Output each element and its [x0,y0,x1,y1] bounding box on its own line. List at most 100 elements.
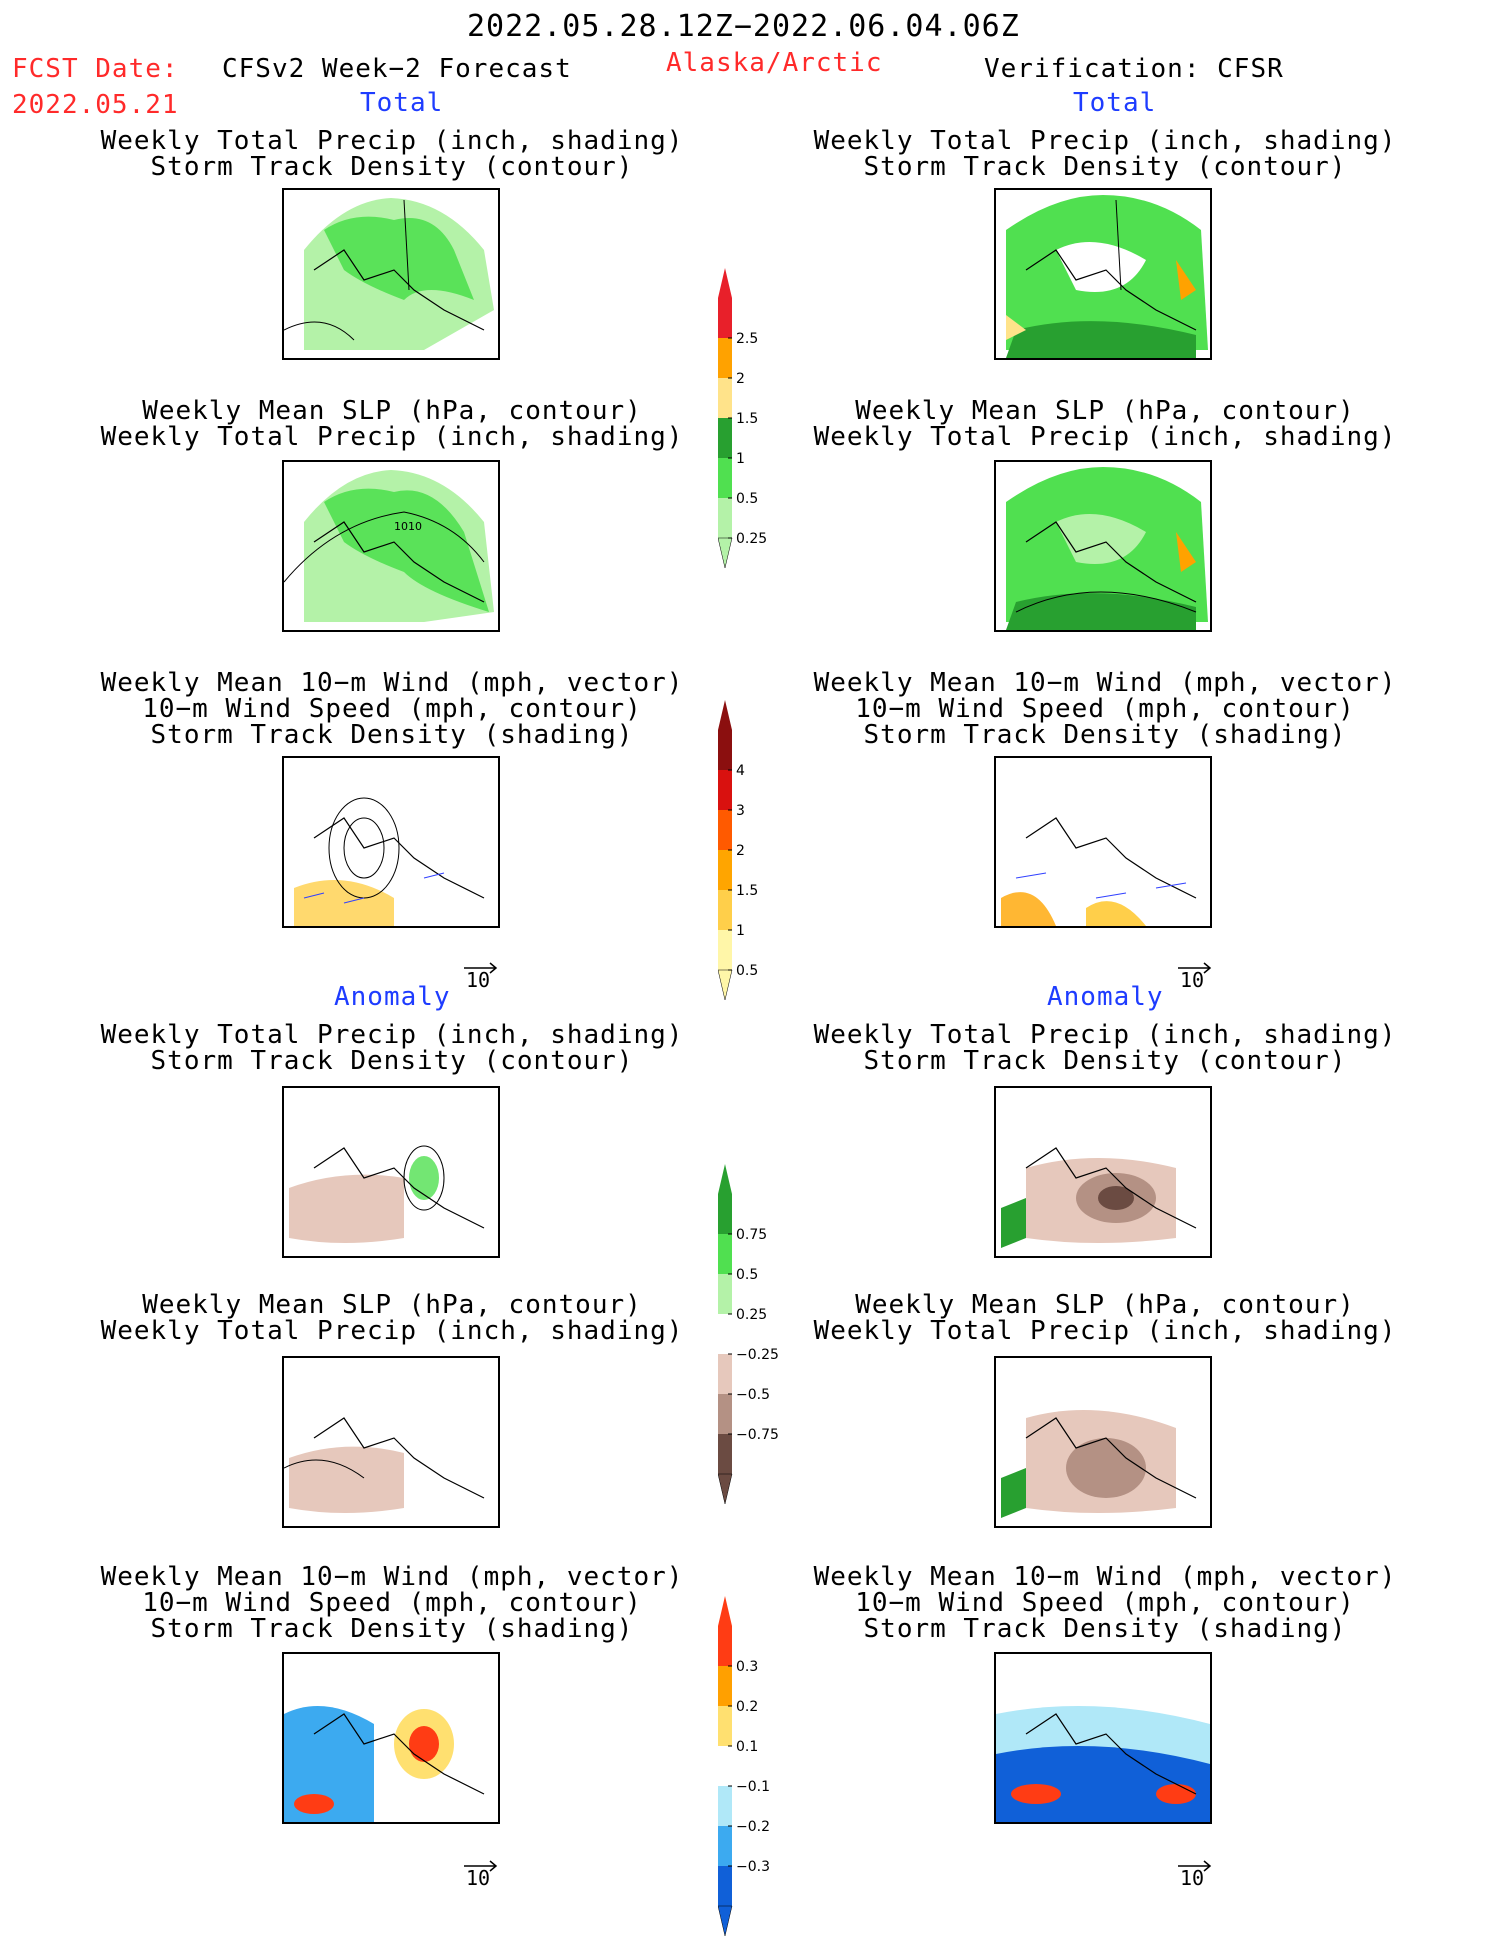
colorbar-tick-label: 3 [736,803,745,819]
colorbar-segment [718,1746,732,1786]
caption-l1: Weekly Total Precip (inch, shading) Storm… [100,126,684,182]
colorbar-tip-top [718,268,732,298]
colorbar-segment [718,1434,732,1474]
vector-ref-label: 10 [1180,968,1205,992]
colorbar-tick-label: 1.5 [736,411,758,427]
region-label: Alaska/Arctic [666,48,883,78]
colorbar-tip-bottom [717,969,733,1001]
colorbar-tick-label: 1 [736,451,745,467]
colorbar-segment [718,418,732,458]
caption-r4: Weekly Total Precip (inch, shading) Storm… [813,1020,1397,1076]
colorbar-precip-total: 2.5 2 1.5 1 0.5 0.25 [717,268,798,582]
colorbar-tick-label: 0.1 [736,1739,758,1755]
colorbar-storm-total: 4 3 2 1.5 1 0.5 [717,700,798,1014]
colorbar-tick-label: 0.5 [736,963,758,979]
colorbar-tick-label: 0.3 [736,1659,758,1675]
colorbar-segment [718,1706,732,1746]
colorbar-segment [718,1626,732,1666]
map-anom-wind-forecast [282,1652,500,1824]
right-arrow-icon [464,962,498,974]
colorbar-tip-top [718,1596,732,1626]
colorbar-tick-label: −0.25 [736,1347,779,1363]
caption-l5: Weekly Mean SLP (hPa, contour) Weekly Tot… [100,1290,684,1346]
colorbar-tick-label: 4 [736,763,745,779]
colorbar-tip-top [718,1164,732,1194]
colorbar-precip-anom: 0.75 0.5 0.25 −0.25 −0.5 −0.75 [717,1164,798,1518]
colorbar-tick-label: 0.25 [736,531,767,547]
colorbar-tip-bottom [717,1473,733,1505]
colorbar-segment [718,1786,732,1826]
caption-l3: Weekly Mean 10−m Wind (mph, vector) 10−m … [100,668,684,750]
colorbar-segment [718,890,732,930]
vector-ref-label: 10 [466,968,491,992]
colorbar-tip-bottom [717,1905,733,1937]
caption-r6: Weekly Mean 10−m Wind (mph, vector) 10−m … [813,1562,1397,1644]
colorbar-tick-label: −0.5 [736,1387,770,1403]
colorbar-segment [718,1826,732,1866]
map-total-wind-forecast [282,756,500,928]
colorbar-tick-label: 0.75 [736,1227,767,1243]
caption-l4: Weekly Total Precip (inch, shading) Storm… [100,1020,684,1076]
caption-r5: Weekly Mean SLP (hPa, contour) Weekly Tot… [813,1290,1397,1346]
colorbar-tick-label: 2.5 [736,331,758,347]
caption-r1: Weekly Total Precip (inch, shading) Storm… [813,126,1397,182]
colorbar-segment [718,1666,732,1706]
map-anom-wind-verif [994,1652,1212,1824]
section-total-right: Total [1073,88,1157,118]
colorbar-tick-label: 1 [736,923,745,939]
map-total-slp-verif [994,460,1212,632]
map-total-wind-verif [994,756,1212,928]
colorbar-segment [718,930,732,970]
colorbar-tick-label: 1.5 [736,883,758,899]
section-anomaly-left: Anomaly [334,982,451,1012]
section-total-left: Total [360,88,444,118]
caption-r3: Weekly Mean 10−m Wind (mph, vector) 10−m … [813,668,1397,750]
forecast-title: CFSv2 Week−2 Forecast [222,54,572,84]
right-arrow-icon [464,1860,498,1872]
colorbar-tick-label: 2 [736,843,745,859]
colorbar-segment [718,1234,732,1274]
colorbar-tick-label: 0.5 [736,1267,758,1283]
verification-title: Verification: CFSR [984,54,1284,84]
colorbar-segment [718,730,732,770]
colorbar-tick-label: −0.75 [736,1427,779,1443]
colorbar-tick-label: 0.2 [736,1699,758,1715]
colorbar-segment [718,1194,732,1234]
slp-contour-label: 1010 [394,520,422,533]
map-anom-slp-forecast [282,1356,500,1528]
right-arrow-icon [1178,962,1212,974]
colorbar-segment [718,1314,732,1354]
map-total-slp-forecast: 1010 [282,460,500,632]
colorbar-segment [718,1394,732,1434]
vector-ref-label: 10 [1180,1866,1205,1890]
caption-l2: Weekly Mean SLP (hPa, contour) Weekly Tot… [100,396,684,452]
vector-ref-label: 10 [466,1866,491,1890]
colorbar-tick-label: −0.3 [736,1859,770,1875]
colorbar-segment [718,850,732,890]
colorbar-tick-label: −0.2 [736,1819,770,1835]
colorbar-segment [718,298,732,338]
colorbar-segment [718,458,732,498]
colorbar-segment [718,1866,732,1906]
colorbar-tick-label: 2 [736,371,745,387]
colorbar-tick-label: 0.25 [736,1307,767,1323]
colorbar-tip-top [718,700,732,730]
colorbar-segment [718,770,732,810]
colorbar-segment [718,498,732,538]
date-range-title: 2022.05.28.12Z−2022.06.04.06Z [467,9,1020,44]
right-arrow-icon [1178,1860,1212,1872]
map-anom-precip-forecast [282,1086,500,1258]
fcst-date-value: 2022.05.21 [12,90,179,120]
caption-l6: Weekly Mean 10−m Wind (mph, vector) 10−m … [100,1562,684,1644]
colorbar-tick-label: −0.1 [736,1779,770,1795]
map-anom-slp-verif [994,1356,1212,1528]
map-total-precip-forecast [282,188,500,360]
colorbar-tip-bottom [717,537,733,569]
map-anom-precip-verif [994,1086,1212,1258]
section-anomaly-right: Anomaly [1047,982,1164,1012]
colorbar-segment [718,1354,732,1394]
colorbar-tick-label: 0.5 [736,491,758,507]
colorbar-storm-anom: 0.3 0.2 0.1 −0.1 −0.2 −0.3 [717,1596,798,1950]
fcst-date-label: FCST Date: [12,54,179,84]
colorbar-segment [718,338,732,378]
